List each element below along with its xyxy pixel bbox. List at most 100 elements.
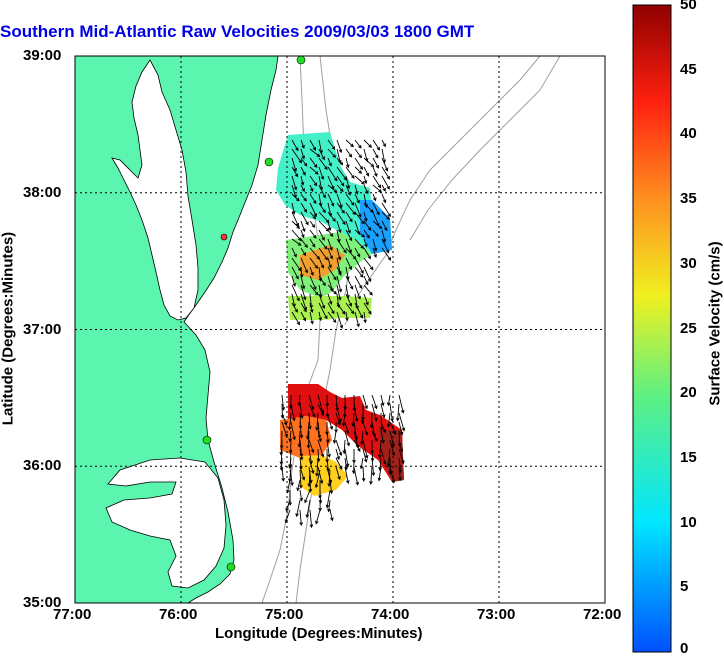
velocity-arrow xyxy=(363,257,374,271)
velocity-arrow xyxy=(344,448,350,468)
velocity-arrow xyxy=(362,439,369,459)
velocity-arrow xyxy=(291,202,296,215)
velocity-arrow xyxy=(335,439,343,457)
velocity-arrow xyxy=(372,157,379,169)
velocity-arrow xyxy=(381,139,386,148)
velocity-arrow xyxy=(345,166,355,179)
velocity-arrow xyxy=(309,284,319,296)
velocity-arrow xyxy=(336,238,347,254)
velocity-arrow xyxy=(353,439,361,452)
station-marker xyxy=(226,562,236,572)
velocity-arrow xyxy=(363,311,367,324)
velocity-arrow xyxy=(372,202,380,216)
velocity-arrow xyxy=(380,394,385,407)
velocity-arrow xyxy=(327,166,338,182)
velocity-arrow xyxy=(341,412,346,427)
velocity-arrow xyxy=(386,394,391,407)
velocity-arrow xyxy=(295,499,301,518)
velocity-arrow xyxy=(318,184,326,199)
x-tick-label: 74:00 xyxy=(371,606,410,623)
velocity-arrow xyxy=(327,157,332,167)
velocity-arrow xyxy=(363,175,368,185)
pamlico-sound xyxy=(105,457,227,589)
velocity-arrow xyxy=(354,275,363,290)
chart-title: Southern Mid-Atlantic Raw Velocities 200… xyxy=(0,22,475,41)
colorbar-tick-label: 25 xyxy=(680,319,697,337)
velocity-arrow xyxy=(345,311,349,322)
velocity-arrow xyxy=(361,466,366,482)
velocity-arrow xyxy=(345,148,353,158)
velocity-arrow xyxy=(318,229,325,241)
velocity-arrow xyxy=(329,479,334,495)
velocity-arrow xyxy=(363,166,370,177)
y-tick-label: 39:00 xyxy=(23,47,62,64)
velocity-arrow xyxy=(345,302,355,315)
velocity-arrow xyxy=(327,302,335,315)
velocity-arrow xyxy=(345,229,353,242)
velocity-arrow xyxy=(372,139,380,151)
velocity-arrow xyxy=(318,157,328,170)
velocity-arrow xyxy=(309,211,317,220)
velocity-arrow xyxy=(363,293,369,306)
velocity-arrow xyxy=(362,394,369,410)
velocity-arrow xyxy=(300,193,307,202)
velocity-arrow xyxy=(381,229,387,243)
x-tick-label: 72:00 xyxy=(583,606,622,623)
velocity-arrow xyxy=(326,439,331,458)
velocity-arrow xyxy=(300,257,309,274)
velocity-arrow xyxy=(299,266,304,278)
velocity-arrow xyxy=(362,421,369,436)
velocity-arrow xyxy=(363,275,369,286)
velocity-arrow xyxy=(336,157,344,166)
velocity-arrow xyxy=(327,229,334,237)
velocity-arrow xyxy=(314,469,321,489)
velocity-arrow xyxy=(315,412,319,431)
velocity-arrow xyxy=(309,311,314,325)
velocity-arrow xyxy=(309,193,317,205)
velocity-arrow xyxy=(299,448,304,461)
x-tick-label: 75:00 xyxy=(265,606,304,623)
velocity-arrow xyxy=(318,202,326,214)
velocity-arrow xyxy=(327,311,337,323)
velocity-arrow xyxy=(354,266,364,278)
velocity-arrow xyxy=(299,421,304,439)
velocity-arrow xyxy=(318,275,326,287)
velocity-arrow xyxy=(290,403,296,422)
velocity-arrow xyxy=(327,148,337,158)
velocity-arrow xyxy=(381,238,390,254)
velocity-arrow xyxy=(291,157,297,172)
velocity-arrow xyxy=(318,302,328,320)
velocity-arrow xyxy=(371,403,378,422)
velocity-arrow xyxy=(300,238,308,248)
colorbar-tick-label: 10 xyxy=(680,513,697,531)
velocity-arrow xyxy=(380,421,387,434)
velocity-arrow xyxy=(336,175,345,187)
velocity-arrow xyxy=(371,394,378,410)
velocity-arrow xyxy=(336,275,343,293)
velocity-arrow xyxy=(354,247,361,258)
velocity-arrow xyxy=(300,166,306,176)
velocity-arrow xyxy=(309,275,317,291)
velocity-arrow xyxy=(299,466,306,481)
velocity-arrow xyxy=(345,193,355,206)
velocity-arrow xyxy=(372,193,377,202)
velocity-arrow xyxy=(291,284,300,302)
velocity-arrow xyxy=(389,403,394,423)
velocity-arrow xyxy=(336,139,343,154)
velocity-arrow xyxy=(345,175,351,190)
velocity-arrow xyxy=(345,238,352,254)
velocity-arrow xyxy=(332,430,337,444)
velocity-arrow xyxy=(315,509,321,525)
velocity-arrow xyxy=(300,175,305,186)
velocity-arrow xyxy=(336,284,342,301)
velocity-arrow xyxy=(354,238,365,249)
velocity-arrow xyxy=(353,466,360,486)
velocity-arrow xyxy=(309,257,318,269)
velocity-arrow xyxy=(386,412,391,428)
velocity-arrow xyxy=(363,247,371,260)
velocity-arrow xyxy=(354,302,364,319)
velocity-arrow xyxy=(290,421,296,441)
velocity-arrow xyxy=(300,211,309,226)
velocity-arrow xyxy=(345,211,353,223)
